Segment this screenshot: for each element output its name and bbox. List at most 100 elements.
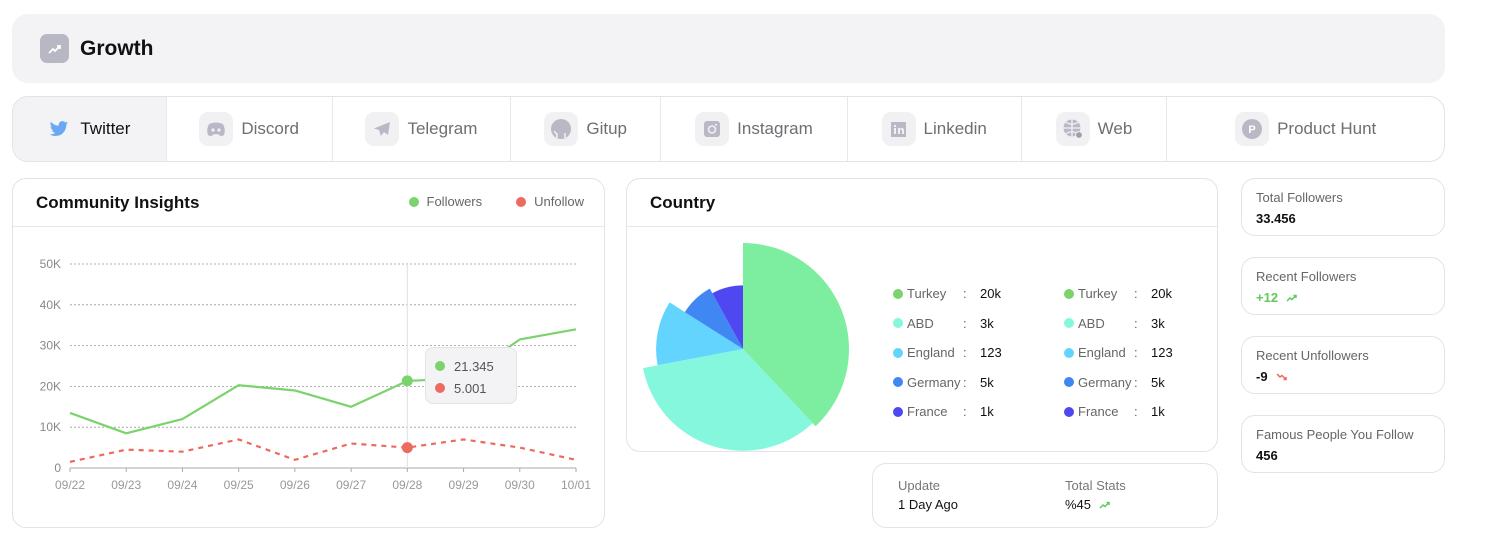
country-name: ABD xyxy=(907,315,934,331)
data-point-unfollow[interactable] xyxy=(401,442,413,454)
country-value: 1k xyxy=(1151,404,1165,420)
telegram-icon xyxy=(365,112,400,146)
card-title: Community Insights xyxy=(13,179,604,227)
country-row: ABD:3k xyxy=(893,309,1002,339)
x-tick-label: 09/26 xyxy=(280,478,310,492)
tab-twitter[interactable]: Twitter xyxy=(13,97,167,161)
series-line-unfollow xyxy=(69,438,577,463)
pie-slice-england[interactable] xyxy=(656,302,743,366)
country-value: 20k xyxy=(1151,286,1172,302)
country-dot xyxy=(893,288,903,299)
x-tick-label: 09/28 xyxy=(392,478,422,492)
country-row: England:123 xyxy=(893,338,1002,368)
country-row: Germany:5k xyxy=(893,368,1002,398)
country-value: 5k xyxy=(980,374,994,390)
country-dot xyxy=(893,406,903,417)
country-name: ABD xyxy=(1078,315,1105,331)
country-name: England xyxy=(1078,345,1126,361)
stat-value: 456 xyxy=(1256,448,1278,463)
country-name: Germany xyxy=(1078,374,1132,390)
country-value: 3k xyxy=(1151,315,1165,331)
y-tick-label: 0 xyxy=(54,461,61,475)
legend-label: Followers xyxy=(426,194,483,209)
total-stats-label: Total Stats xyxy=(1065,478,1126,493)
country-value: 123 xyxy=(980,345,1002,361)
page-header: Growth xyxy=(12,14,1445,83)
trending-up-icon xyxy=(1099,501,1110,509)
pie-slice-turkey[interactable] xyxy=(743,243,849,427)
tab-label: Twitter xyxy=(80,119,131,138)
stat-label: Recent Followers xyxy=(1256,269,1357,284)
separator: : xyxy=(1134,404,1138,420)
country-list-left: Turkey:20k ABD:3k England:123 Germany:5k Fra… xyxy=(893,279,1002,427)
separator: : xyxy=(1134,345,1138,361)
country-row: Turkey:20k xyxy=(1064,279,1173,309)
tab-label: Linkedin xyxy=(923,119,987,138)
y-tick-label: 20K xyxy=(40,379,61,393)
line-chart[interactable]: 0 10K 20K 30K 40K 50K 09/22 09/23 09/24 09/25 09/2… xyxy=(13,179,606,529)
tab-web[interactable]: Web xyxy=(1022,97,1168,161)
separator: : xyxy=(1134,315,1138,331)
country-name: France xyxy=(907,404,948,420)
tab-label: Discord xyxy=(241,119,299,138)
country-name: Turkey xyxy=(1078,286,1118,302)
tab-instagram[interactable]: Instagram xyxy=(661,97,848,161)
x-tick-label: 09/24 xyxy=(167,478,197,492)
legend-dot xyxy=(408,196,419,207)
x-tick-label: 09/27 xyxy=(336,478,366,492)
legend-label: Unfollow xyxy=(534,194,584,209)
stat-value: +12 xyxy=(1256,290,1279,305)
tab-gitup[interactable]: Gitup xyxy=(511,97,662,161)
page-title: Growth xyxy=(80,36,154,60)
y-tick-label: 10K xyxy=(40,420,61,434)
country-value: 123 xyxy=(1151,345,1173,361)
linkedin-icon xyxy=(881,112,916,146)
tab-label: Gitup xyxy=(586,119,628,138)
total-stats-value: %45 xyxy=(1065,497,1092,512)
country-dot xyxy=(893,377,903,388)
stat-value: 33.456 xyxy=(1256,211,1296,226)
x-tick-label: 09/22 xyxy=(55,478,85,492)
legend-item-followers[interactable]: Followers xyxy=(408,194,483,209)
country-name: France xyxy=(1078,404,1119,420)
tooltip-dot xyxy=(435,361,445,371)
trending-up-icon xyxy=(1286,294,1297,302)
country-dot xyxy=(893,347,903,358)
x-tick-label: 09/25 xyxy=(224,478,254,492)
stat-recent-unfollowers: Recent Unfollowers -9 xyxy=(1241,336,1445,394)
country-dot xyxy=(1064,347,1074,358)
pie-slice-france[interactable] xyxy=(712,285,743,349)
community-insights-card: Community Insights Followers Unfollow 0 1… xyxy=(12,178,605,528)
stat-label: Recent Unfollowers xyxy=(1256,348,1369,363)
country-pie-chart[interactable] xyxy=(627,179,867,453)
pie-slice-germany[interactable] xyxy=(684,288,743,349)
country-dot xyxy=(1064,377,1074,388)
data-point-followers[interactable] xyxy=(401,375,413,387)
country-row: France:1k xyxy=(1064,397,1173,427)
y-tick-label: 40K xyxy=(40,298,61,312)
legend-item-unfollow[interactable]: Unfollow xyxy=(516,194,584,209)
tab-telegram[interactable]: Telegram xyxy=(333,97,512,161)
tab-discord[interactable]: Discord xyxy=(167,97,333,161)
tooltip-unfollow: 5.001 xyxy=(454,380,487,396)
stat-value: -9 xyxy=(1256,369,1268,384)
tab-linkedin[interactable]: Linkedin xyxy=(848,97,1022,161)
stat-total-followers: Total Followers 33.456 xyxy=(1241,178,1445,236)
country-value: 1k xyxy=(980,404,994,420)
tab-label: Web xyxy=(1097,119,1133,138)
tab-product-hunt[interactable]: P Product Hunt xyxy=(1167,97,1444,161)
country-row: ABD:3k xyxy=(1064,309,1173,339)
tab-label: Telegram xyxy=(407,119,478,138)
separator: : xyxy=(963,315,967,331)
stat-famous-people: Famous People You Follow 456 xyxy=(1241,415,1445,473)
trending-down-icon xyxy=(1276,372,1287,380)
web-icon xyxy=(1055,112,1090,146)
svg-text:P: P xyxy=(1248,124,1255,136)
tab-label: Instagram xyxy=(737,119,813,138)
pie-slice-abd[interactable] xyxy=(643,349,813,451)
discord-icon xyxy=(199,112,234,146)
product-hunt-icon: P xyxy=(1235,112,1270,146)
twitter-icon xyxy=(48,112,70,146)
tooltip-dot xyxy=(435,383,445,393)
country-name: Germany xyxy=(907,374,961,390)
